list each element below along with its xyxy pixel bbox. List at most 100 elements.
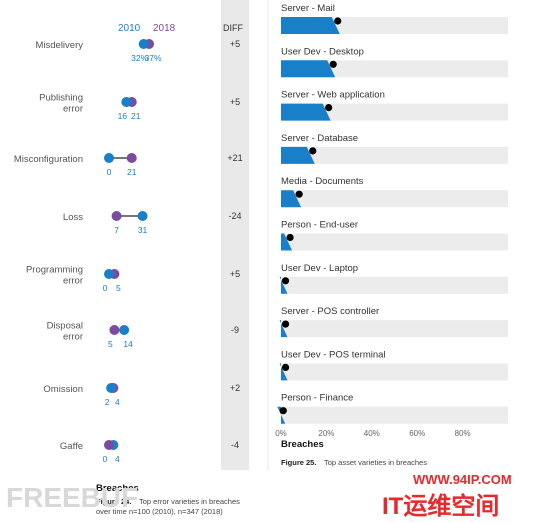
- bar-track: [281, 363, 508, 381]
- category-label: Publishing: [39, 93, 83, 104]
- bar: [279, 276, 288, 294]
- bar: [281, 190, 302, 208]
- bar-marker: [334, 17, 342, 25]
- diff-value: -4: [231, 440, 239, 450]
- watermark-text: IT运维空间: [382, 492, 499, 520]
- bar-marker: [325, 104, 333, 112]
- bar: [281, 60, 336, 78]
- dot-2018: [126, 153, 137, 163]
- dot-2010: [104, 153, 114, 163]
- value-label: 4: [115, 397, 120, 407]
- bar-marker: [281, 277, 290, 285]
- bar-label: Server - Mail: [281, 3, 335, 14]
- value-label: 21: [127, 167, 137, 177]
- value-label: 4: [115, 454, 120, 464]
- bar-label: User Dev - POS terminal: [281, 349, 386, 360]
- category-label: Omission: [43, 384, 83, 395]
- right-caption-text: Top asset varieties in breaches: [324, 458, 427, 467]
- watermark-url: WWW.94IP.COM: [413, 472, 512, 487]
- right-chart-title: Breaches: [281, 439, 324, 450]
- dot-2010: [137, 211, 148, 221]
- bar-label: User Dev - Desktop: [281, 46, 364, 57]
- bar-marker: [281, 363, 290, 371]
- diff-value: +21: [227, 153, 242, 163]
- x-tick-label: 20%: [318, 429, 334, 438]
- bar-track: [281, 276, 508, 294]
- diff-column-band: [221, 0, 249, 470]
- right-caption-figure: Figure 25.: [281, 458, 316, 467]
- dot-2018: [104, 440, 114, 450]
- bar: [279, 363, 288, 381]
- value-label: 16: [118, 111, 128, 121]
- watermark-bg: [354, 466, 537, 523]
- value-label: 0: [107, 167, 112, 177]
- category-label: error: [63, 104, 83, 115]
- value-label: 5: [108, 339, 113, 349]
- diff-value: +5: [230, 269, 240, 279]
- bar: [281, 233, 293, 251]
- category-label: Gaffe: [60, 441, 83, 452]
- asset-bar-chart: Server - Mail User Dev - Desktop Server - …: [275, 3, 508, 438]
- diff-value: +5: [230, 97, 240, 107]
- bar-track: [281, 406, 508, 424]
- legend-2010: 2010: [118, 23, 141, 34]
- bar-track: [281, 320, 508, 338]
- bar-track: [281, 146, 508, 164]
- bar-track: [281, 103, 508, 121]
- x-tick-label: 0%: [275, 429, 287, 438]
- bar-marker: [281, 320, 290, 328]
- bar-label: Server - POS controller: [281, 306, 379, 317]
- value-label: 32%: [131, 53, 148, 63]
- dot-2010: [138, 39, 149, 49]
- category-label: Disposal: [47, 321, 83, 332]
- bar-marker: [279, 407, 287, 415]
- value-label: 5: [116, 283, 121, 293]
- bar-track: [281, 190, 508, 208]
- diff-value: -9: [231, 325, 239, 335]
- bar: [281, 146, 315, 164]
- value-label: 21: [131, 111, 141, 121]
- category-label: Loss: [63, 212, 83, 223]
- bar-label: Person - End-user: [281, 220, 358, 231]
- value-label: 37%: [145, 53, 162, 63]
- dot-2018: [109, 325, 120, 335]
- diff-value: -24: [228, 211, 241, 221]
- category-label: error: [63, 276, 83, 287]
- left-caption-line2: over time n=100 (2010), n=347 (2018): [96, 507, 223, 516]
- left-caption-line1: Top error varieties in breaches: [139, 497, 240, 506]
- bar-label: Person - Finance: [281, 393, 353, 404]
- bar: [281, 17, 340, 34]
- bar-label: Server - Database: [281, 133, 358, 144]
- category-label: Misconfiguration: [14, 154, 83, 165]
- dot-2010: [119, 325, 130, 335]
- bar-marker: [295, 190, 303, 198]
- diff-header: DIFF: [223, 23, 243, 33]
- dot-2018: [111, 211, 122, 221]
- bar-marker: [329, 60, 337, 68]
- dot-2010: [106, 383, 117, 393]
- bar: [277, 406, 286, 424]
- value-label: 2: [105, 397, 110, 407]
- dot-2010: [121, 97, 132, 107]
- value-label: 31: [138, 225, 148, 235]
- bar-marker: [286, 233, 294, 242]
- bar-marker: [309, 147, 317, 155]
- value-label: 14: [123, 339, 133, 349]
- category-label: Misdelivery: [35, 40, 83, 51]
- legend-2018: 2018: [153, 23, 176, 34]
- x-tick-label: 60%: [409, 429, 425, 438]
- watermark-left: FREEBUF: [6, 482, 138, 513]
- dot-2010: [104, 269, 114, 279]
- diff-value: +5: [230, 39, 240, 49]
- bar: [281, 103, 331, 121]
- bar-track: [281, 60, 508, 78]
- value-label: 7: [114, 225, 119, 235]
- bar-label: Media - Documents: [281, 176, 364, 187]
- category-label: error: [63, 332, 83, 343]
- bar-label: Server - Web application: [281, 90, 385, 101]
- bar: [279, 320, 288, 338]
- left-caption-figure: Figure 24.: [96, 497, 131, 506]
- x-tick-label: 80%: [455, 429, 471, 438]
